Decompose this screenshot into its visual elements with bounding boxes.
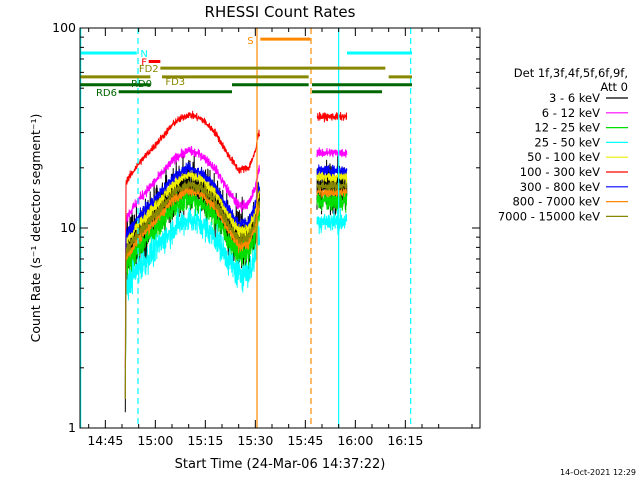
flag-label-rd6: RD6 [96,88,117,99]
legend-label-4: 25 - 50 keV [534,135,600,149]
x-tick-layer: 14:45 15:00 15:15 15:30 15:45 16:00 16:15 [87,28,473,448]
series-line-9 [124,180,348,399]
flag-label-fd3: FD3 [165,77,185,88]
y-tick-layer: 1 10 100 [52,20,480,435]
flag-label-f: F [141,57,147,68]
legend-label-8: 800 - 7000 keV [512,195,600,209]
x-tick-label-1: 14:45 [87,433,123,448]
x-tick-label-7: 16:15 [387,433,423,448]
x-tick-label-6: 16:00 [337,433,373,448]
series-line-6 [124,110,348,368]
legend-label-6: 100 - 300 keV [520,165,600,179]
y-tick-label-3: 100 [52,20,76,35]
series-line-8 [124,186,348,399]
x-tick-label-5: 15:45 [287,433,323,448]
y-axis-label: Count Rate (s⁻¹ detector segment⁻¹) [28,114,43,343]
legend: Det 1f,3f,4f,5f,6f,9f, Att 0 3 - 6 keV6 … [498,66,628,223]
footer-timestamp: 14-Oct-2021 12:29 [560,468,636,477]
series-line-2 [124,145,348,399]
legend-header-line-2: Att 0 [600,80,628,94]
legend-label-5: 50 - 100 keV [527,150,600,164]
legend-header-line-1: Det 1f,3f,4f,5f,6f,9f, [514,66,628,80]
flag-label-s: S [247,36,253,47]
legend-label-7: 300 - 800 keV [520,180,600,194]
flag-label-rd0: RD0 [131,79,152,90]
series-line-4 [124,207,348,399]
series-line-7 [124,162,348,399]
chart-title: RHESSI Count Rates [205,3,356,21]
legend-label-1: 3 - 6 keV [549,91,600,105]
legend-label-9: 7000 - 15000 keV [498,209,600,223]
y-tick-label-1: 1 [68,420,76,435]
x-axis-label: Start Time (24-Mar-06 14:37:22) [175,457,386,472]
x-tick-label-4: 15:30 [237,433,273,448]
legend-label-3: 12 - 25 keV [534,121,600,135]
x-tick-label-3: 15:15 [187,433,223,448]
x-tick-label-2: 15:00 [137,433,173,448]
y-tick-label-2: 10 [60,220,76,235]
flag-label-n: N [140,49,147,60]
vertical-line-layer [80,28,412,428]
legend-label-2: 6 - 12 keV [542,106,600,120]
series-layer [124,110,348,413]
flag-label-fd2: FD2 [139,64,159,75]
